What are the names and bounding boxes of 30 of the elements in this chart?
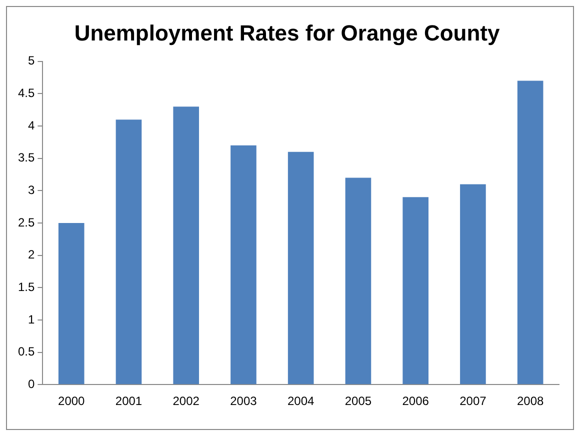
x-tick-label: 2002 bbox=[172, 394, 200, 408]
bar bbox=[230, 145, 256, 384]
bar bbox=[460, 184, 486, 384]
y-tick-label: 1.5 bbox=[18, 280, 35, 294]
y-tick-label: 3 bbox=[28, 182, 35, 197]
y-tick-label: 0.5 bbox=[18, 344, 35, 359]
bar bbox=[173, 106, 200, 384]
y-tick-label: 4 bbox=[28, 118, 35, 132]
x-tick-label: 2001 bbox=[115, 394, 142, 408]
y-tick-label: 1 bbox=[28, 312, 35, 326]
bar bbox=[116, 120, 142, 384]
bar bbox=[517, 80, 544, 384]
bar bbox=[402, 197, 428, 384]
y-tick-label: 0 bbox=[28, 376, 35, 391]
bar bbox=[288, 152, 314, 384]
x-tick-label: 2006 bbox=[402, 394, 430, 408]
y-tick-label: 2.5 bbox=[18, 215, 35, 230]
y-tick-label: 5 bbox=[28, 54, 35, 68]
x-tick-label: 2003 bbox=[230, 394, 258, 408]
bar bbox=[345, 178, 372, 384]
x-tick-label: 2005 bbox=[344, 394, 372, 408]
y-tick-label: 4.5 bbox=[18, 86, 35, 100]
bar bbox=[58, 223, 84, 384]
x-tick-label: 2007 bbox=[460, 394, 487, 408]
y-tick-label: 3.5 bbox=[18, 150, 35, 165]
x-tick-label: 2008 bbox=[516, 394, 544, 408]
chart-title: Unemployment Rates for Orange County bbox=[74, 20, 500, 46]
x-tick-label: 2000 bbox=[58, 394, 86, 408]
y-tick-label: 2 bbox=[28, 248, 35, 262]
x-tick-label: 2004 bbox=[287, 394, 315, 408]
